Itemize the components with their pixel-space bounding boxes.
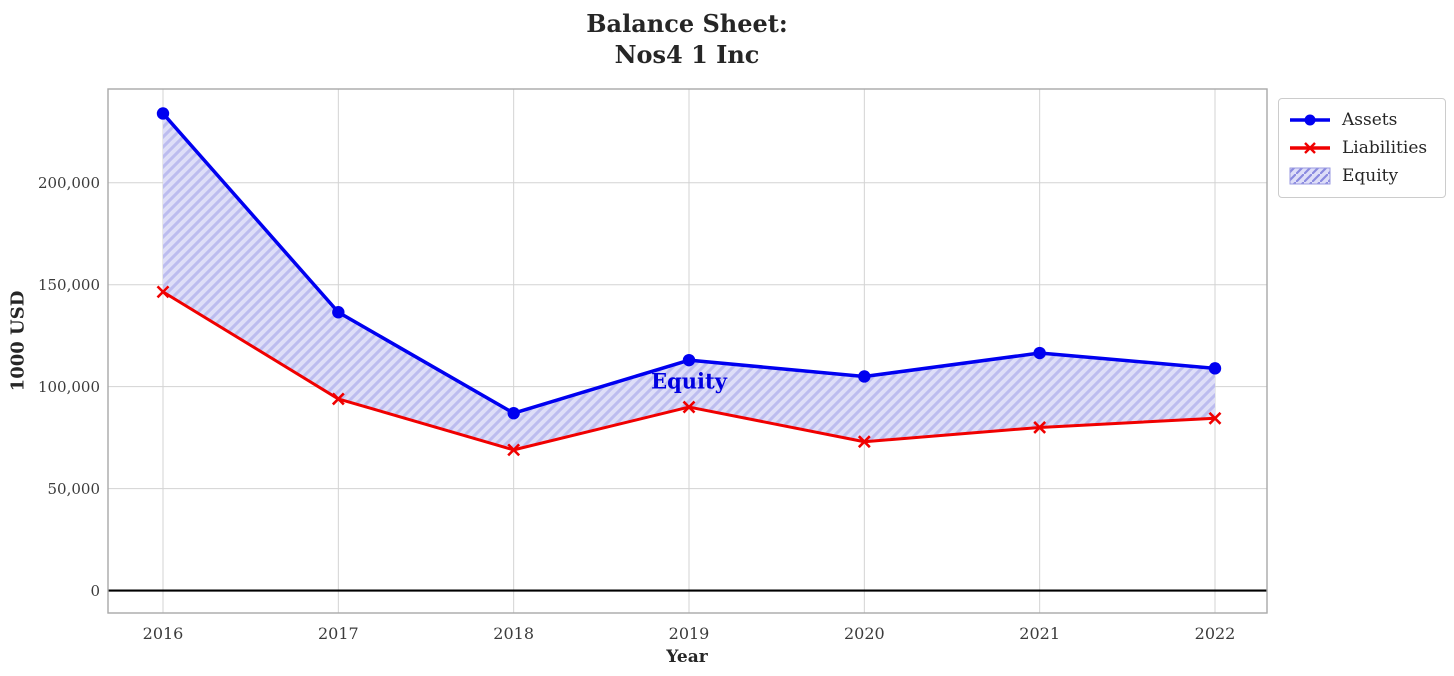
liabilities-marker-x — [682, 400, 696, 414]
y-tick-label: 0 — [90, 581, 100, 600]
y-tick-label: 200,000 — [37, 173, 100, 192]
assets-marker-circle — [1208, 362, 1222, 375]
liabilities-marker-x — [156, 285, 170, 299]
y-tick-label: 50,000 — [47, 479, 101, 498]
liabilities-marker-x — [1033, 421, 1047, 434]
legend-item-equity: Equity — [1288, 162, 1435, 190]
liabilities-marker-x — [857, 435, 871, 449]
plot-border — [107, 88, 1268, 614]
legend: Assets Liabilities Equity — [1278, 98, 1446, 198]
assets-marker-circle — [858, 370, 871, 383]
x-tick-label: 2019 — [668, 624, 710, 643]
assets-marker-circle — [332, 306, 345, 319]
x-tick-label: 2021 — [1019, 624, 1061, 643]
equity-legend-patch-icon — [1289, 167, 1331, 185]
assets-marker-circle — [1033, 346, 1046, 360]
chart-title-line2: Nos4 1 Inc — [614, 40, 760, 69]
legend-item-assets: Assets — [1288, 106, 1435, 134]
assets-legend-line-icon — [1290, 114, 1330, 126]
liabilities-marker-x — [331, 392, 345, 406]
x-tick-label: 2022 — [1194, 624, 1236, 643]
legend-label: Equity — [1342, 166, 1399, 186]
chart-title-line1: Balance Sheet: — [586, 9, 788, 38]
liabilities-marker-x — [1208, 411, 1222, 425]
x-axis-label: Year — [666, 647, 708, 667]
assets-marker-circle — [507, 406, 520, 420]
liabilities-marker-x — [507, 443, 521, 457]
legend-label: Liabilities — [1342, 138, 1428, 158]
y-tick-label: 150,000 — [37, 275, 100, 294]
x-tick-label: 2016 — [142, 624, 184, 643]
legend-label: Assets — [1342, 110, 1398, 130]
assets-marker-circle — [156, 107, 170, 120]
equity-annotation: Equity — [651, 368, 727, 394]
chart-title: Balance Sheet: Nos4 1 Inc — [586, 8, 787, 70]
x-tick-label: 2020 — [843, 624, 885, 643]
x-tick-label: 2018 — [493, 624, 535, 643]
assets-marker-circle — [682, 353, 696, 367]
y-tick-label: 100,000 — [37, 377, 100, 396]
liabilities-legend-line-icon — [1290, 142, 1330, 154]
x-tick-label: 2017 — [317, 624, 359, 643]
legend-item-liabilities: Liabilities — [1288, 134, 1435, 162]
